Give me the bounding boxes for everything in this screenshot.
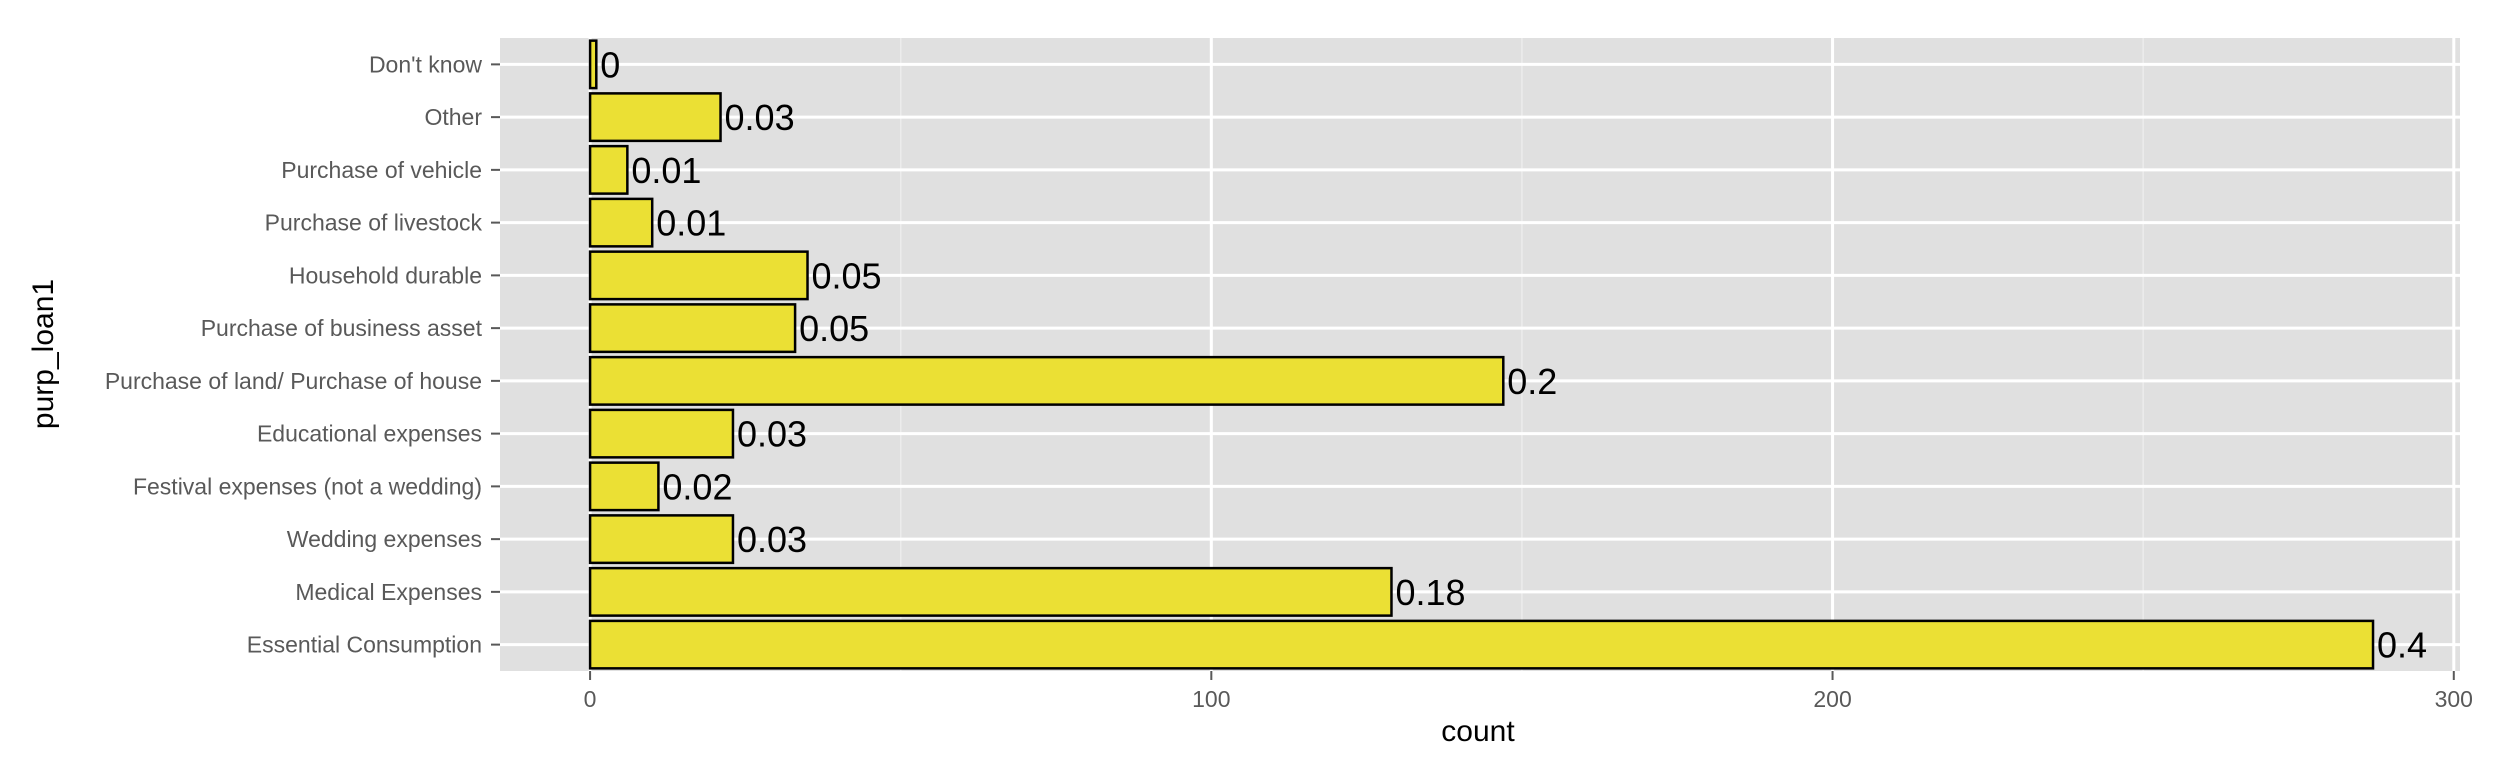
bar-value-label: 0.2 — [1507, 361, 1557, 402]
y-tick-label: Medical Expenses — [295, 579, 482, 605]
y-axis: Essential Consumption Medical Expenses Wed… — [105, 51, 500, 658]
bar — [588, 144, 629, 195]
bar — [588, 566, 1393, 617]
bar — [588, 39, 598, 90]
x-tick-label: 0 — [584, 686, 597, 712]
y-tick-label: Wedding expenses — [287, 526, 482, 552]
x-tick-label: 200 — [1813, 686, 1851, 712]
y-tick-label: Don't know — [369, 51, 482, 77]
x-axis-title: count — [1441, 715, 1515, 748]
bar-value-label: 0.03 — [725, 97, 795, 138]
data-labels: 0.40.180.030.020.030.20.050.050.010.010.… — [600, 44, 2427, 665]
y-axis-title: purp_loan1 — [27, 279, 60, 429]
x-tick-label: 300 — [2435, 686, 2473, 712]
y-tick-label: Purchase of land/ Purchase of house — [105, 368, 482, 394]
x-axis: 0 100 200 300 — [584, 671, 2473, 712]
y-tick-label: Purchase of vehicle — [281, 157, 482, 183]
y-tick-label: Household durable — [289, 262, 482, 288]
y-tick-label: Essential Consumption — [247, 632, 482, 658]
bar-value-label: 0.01 — [631, 150, 701, 191]
bar-value-label: 0.03 — [737, 519, 807, 560]
bar — [588, 619, 2375, 670]
y-tick-label: Purchase of livestock — [265, 210, 483, 236]
bar — [588, 197, 654, 248]
bar-value-label: 0.03 — [737, 414, 807, 455]
bar-value-label: 0.02 — [662, 466, 732, 507]
bar-value-label: 0.18 — [1395, 572, 1465, 613]
y-tick-label: Festival expenses (not a wedding) — [133, 473, 482, 499]
bar — [588, 303, 797, 354]
y-tick-label: Purchase of business asset — [201, 315, 483, 341]
bar-value-label: 0.4 — [2377, 625, 2427, 666]
bar-value-label: 0.05 — [799, 308, 869, 349]
x-tick-label: 100 — [1192, 686, 1230, 712]
plot-panel — [500, 38, 2460, 671]
bar — [588, 514, 735, 565]
bar — [588, 92, 722, 143]
bar — [588, 355, 1505, 406]
bar — [588, 408, 735, 459]
bar — [588, 461, 660, 512]
bars — [588, 39, 2375, 670]
bar-value-label: 0.05 — [812, 255, 882, 296]
y-tick-label: Educational expenses — [257, 421, 482, 447]
bar-value-label: 0 — [600, 44, 620, 85]
bar — [588, 250, 809, 301]
bar-value-label: 0.01 — [656, 203, 726, 244]
y-tick-label: Other — [424, 104, 482, 130]
